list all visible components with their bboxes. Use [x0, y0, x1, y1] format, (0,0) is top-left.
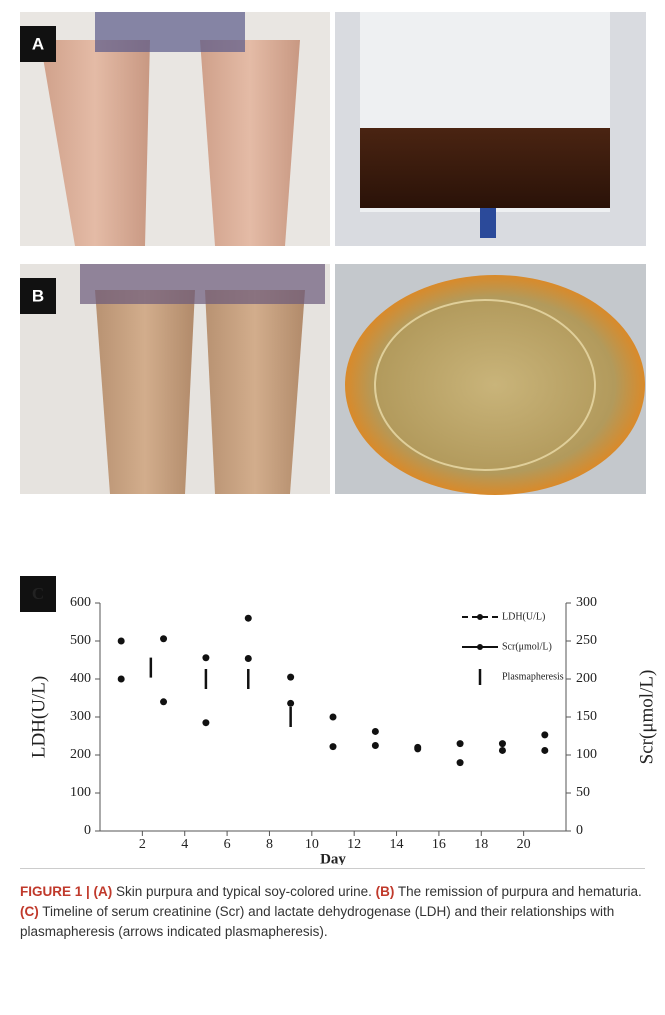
x-axis-label: Day [320, 851, 346, 865]
point [457, 740, 464, 747]
point [541, 747, 548, 754]
point [499, 747, 506, 754]
panel-label: A [32, 34, 44, 53]
leg [205, 290, 305, 494]
point [202, 654, 209, 661]
x-tick-label: 20 [517, 837, 531, 852]
y-tick-label: 100 [70, 785, 91, 800]
point [457, 759, 464, 766]
valve [480, 208, 496, 238]
y2-axis-label: Scr(μmol/L) [636, 670, 657, 765]
point [372, 728, 379, 735]
y2-tick-label: 50 [576, 785, 590, 800]
basin [345, 275, 645, 495]
point [330, 714, 337, 721]
x-tick-label: 18 [474, 837, 488, 852]
x-tick-label: 16 [432, 837, 446, 852]
panel-label: B [32, 286, 44, 305]
point [414, 745, 421, 752]
x-tick-label: 2 [139, 837, 146, 852]
caption-bold: FIGURE 1 | (A) [20, 884, 112, 899]
y-tick-label: 400 [70, 671, 91, 686]
leg [95, 290, 195, 494]
x-tick-label: 8 [266, 837, 273, 852]
caption-text: Skin purpura and typical soy-colored uri… [112, 884, 375, 899]
y2-tick-label: 0 [576, 823, 583, 838]
panel-label: C [32, 584, 44, 603]
x-tick-label: 10 [305, 837, 319, 852]
y-tick-label: 500 [70, 633, 91, 648]
y2-tick-label: 200 [576, 671, 597, 686]
y-tick-label: 200 [70, 747, 91, 762]
cloth [80, 264, 325, 304]
legend-swatch [477, 614, 483, 620]
y-tick-label: 600 [70, 595, 91, 610]
point [287, 674, 294, 681]
urine [360, 128, 610, 208]
point [245, 655, 252, 662]
legend-label: Scr(μmol/L) [502, 641, 552, 652]
caption: FIGURE 1 | (A) Skin purpura and typical … [20, 882, 645, 942]
point [330, 743, 337, 750]
x-tick-label: 6 [224, 837, 231, 852]
legend-label: LDH(U/L) [502, 611, 545, 622]
y2-tick-label: 100 [576, 747, 597, 762]
caption-rule [20, 868, 645, 869]
legend-swatch [477, 644, 483, 650]
point [499, 740, 506, 747]
y-tick-label: 300 [70, 709, 91, 724]
x-tick-label: 4 [181, 837, 188, 852]
point [160, 635, 167, 642]
leg [200, 40, 300, 246]
point [372, 742, 379, 749]
point [287, 700, 294, 707]
caption-bold: (C) [20, 904, 39, 919]
point [245, 615, 252, 622]
chart: C 0 100 200 300 400 500 600 0 50 100 150 200 250 300 2… [0, 500, 665, 865]
caption-bold: (B) [376, 884, 395, 899]
y-axis-label: LDH(U/L) [28, 676, 49, 758]
caption-text: Timeline of serum creatinine (Scr) and l… [20, 904, 614, 939]
legend-label: Plasmapheresis [502, 671, 564, 682]
x-tick-label: 14 [390, 837, 404, 852]
caption-text: The remission of purpura and hematuria. [394, 884, 641, 899]
x-tick-label: 12 [347, 837, 361, 852]
figure-page: A B C 0 100 200 300 400 500 600 0 50 100 150 200 250… [0, 0, 665, 1015]
y2-tick-label: 300 [576, 595, 597, 610]
y-tick-label: 0 [84, 823, 91, 838]
cloth [95, 12, 245, 52]
y2-tick-label: 250 [576, 633, 597, 648]
point [160, 698, 167, 705]
point [118, 676, 125, 683]
point [541, 731, 548, 738]
y2-tick-label: 150 [576, 709, 597, 724]
point [118, 638, 125, 645]
photo-panels: A B [0, 0, 665, 500]
point [202, 719, 209, 726]
